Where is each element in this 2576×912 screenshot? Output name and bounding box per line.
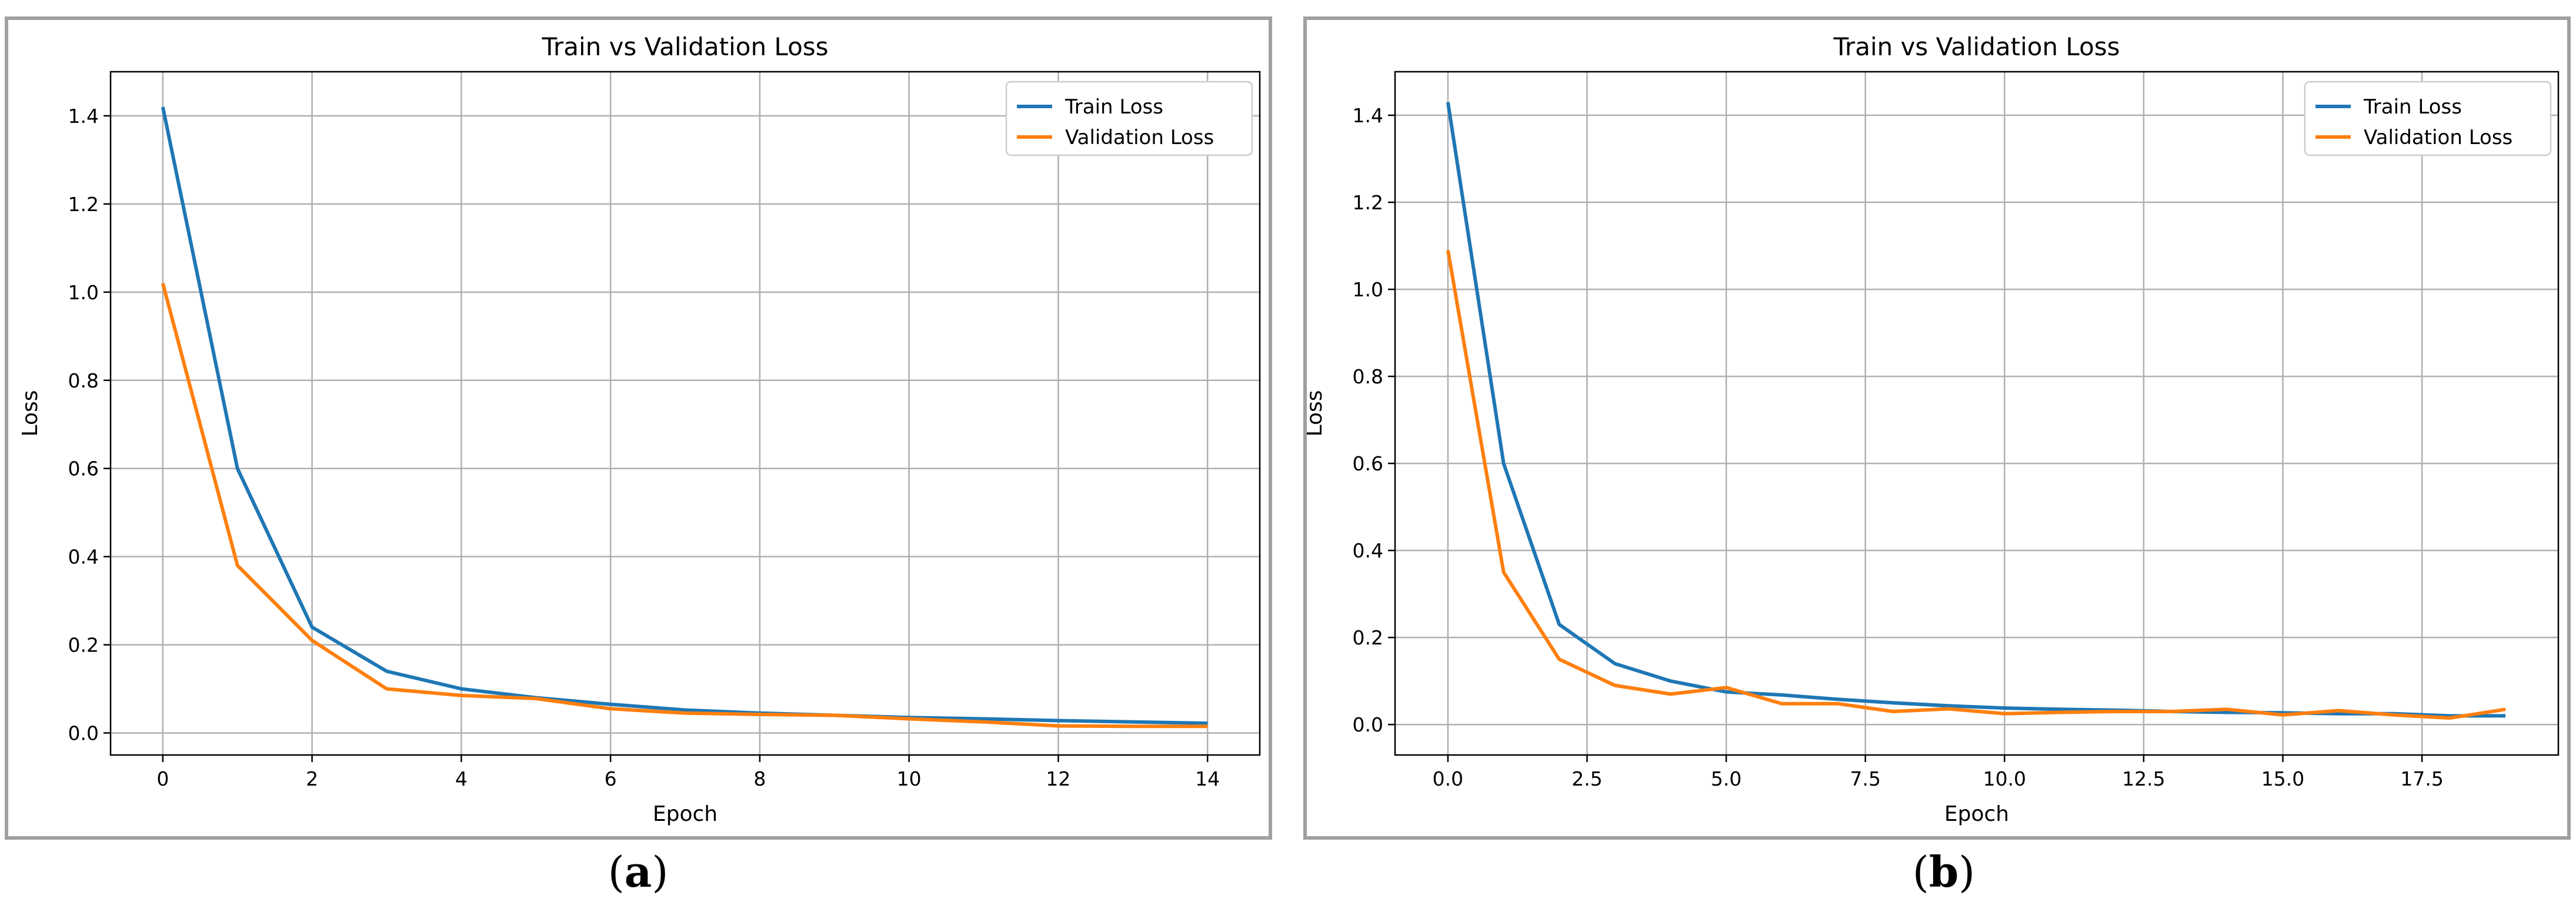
plot-frame bbox=[1394, 71, 2560, 756]
y-tick-label: 1.2 bbox=[68, 193, 99, 216]
caption-b-open: ( bbox=[1912, 847, 1929, 897]
x-tick-label: 0.0 bbox=[1433, 767, 1463, 790]
legend-box bbox=[2304, 81, 2552, 156]
y-tick-label: 1.0 bbox=[68, 281, 99, 304]
chart-b: Train vs Validation Loss 0.0 2.5 5.0 7.5 10.0… bbox=[1307, 32, 2560, 826]
x-tick-label: 6 bbox=[605, 767, 617, 790]
y-tick-label: 0.0 bbox=[1353, 713, 1383, 736]
series-line-0 bbox=[161, 106, 1208, 725]
y-tick-label: 0.6 bbox=[68, 457, 99, 480]
caption-a-close: ) bbox=[652, 847, 669, 897]
y-tick-label: 1.0 bbox=[1353, 278, 1383, 301]
y-axis-label: Loss bbox=[1307, 390, 1327, 437]
y-tick-label: 0.2 bbox=[68, 634, 99, 657]
plot-frame bbox=[109, 71, 1261, 756]
y-tick-label: 1.4 bbox=[68, 105, 99, 128]
y-tick-label: 0.2 bbox=[1353, 626, 1383, 649]
caption-b-letter: b bbox=[1928, 847, 1959, 897]
chart-panel-a: Train vs Validation Loss 0 2 4 6 8 10 12 14 0.0 0.… bbox=[5, 16, 1272, 840]
x-tick-label: 2.5 bbox=[1571, 767, 1602, 790]
x-axis-label: Epoch bbox=[1944, 802, 2009, 826]
caption-b: (b) bbox=[1856, 847, 2032, 897]
y-tick-label: 1.4 bbox=[1353, 104, 1383, 127]
x-tick-label: 12 bbox=[1046, 767, 1070, 790]
legend-label-1: Validation Loss bbox=[2364, 126, 2512, 149]
x-tick-label: 15.0 bbox=[2261, 767, 2304, 790]
y-tick-label: 0.8 bbox=[1353, 365, 1383, 388]
chart-panel-b: Train vs Validation Loss 0.0 2.5 5.0 7.5 10.0… bbox=[1303, 16, 2571, 840]
caption-a: (a) bbox=[550, 847, 726, 897]
chart-title: Train vs Validation Loss bbox=[541, 32, 828, 61]
y-axis-label: Loss bbox=[18, 390, 42, 437]
caption-a-letter: a bbox=[624, 847, 652, 897]
legend-label-1: Validation Loss bbox=[1065, 126, 1214, 149]
x-tick-label: 10 bbox=[897, 767, 922, 790]
x-tick-label: 14 bbox=[1195, 767, 1220, 790]
caption-a-open: ( bbox=[608, 847, 625, 897]
x-tick-label: 7.5 bbox=[1850, 767, 1880, 790]
x-tick-label: 8 bbox=[753, 767, 766, 790]
y-tick-label: 0.4 bbox=[1353, 539, 1383, 562]
chart-title: Train vs Validation Loss bbox=[1833, 32, 2120, 61]
y-tick-label: 0.6 bbox=[1353, 452, 1383, 475]
series-line-0 bbox=[1446, 102, 2506, 718]
legend-box bbox=[1005, 81, 1253, 156]
x-tick-label: 4 bbox=[455, 767, 468, 790]
legend-label-0: Train Loss bbox=[1065, 95, 1163, 119]
y-tick-label: 0.4 bbox=[68, 546, 99, 569]
caption-b-close: ) bbox=[1958, 847, 1976, 897]
legend-label-0: Train Loss bbox=[2363, 95, 2462, 119]
y-tick-label: 1.2 bbox=[1353, 191, 1383, 214]
y-tick-label: 0.8 bbox=[68, 369, 99, 392]
x-axis-label: Epoch bbox=[653, 802, 718, 826]
y-tick-label: 0.0 bbox=[68, 722, 99, 745]
x-tick-label: 10.0 bbox=[1983, 767, 2026, 790]
series-line-1 bbox=[1446, 249, 2506, 720]
x-tick-label: 2 bbox=[306, 767, 318, 790]
x-tick-label: 12.5 bbox=[2122, 767, 2165, 790]
x-tick-label: 17.5 bbox=[2400, 767, 2443, 790]
x-tick-label: 5.0 bbox=[1711, 767, 1741, 790]
chart-a: Train vs Validation Loss 0 2 4 6 8 10 12 14 0.0 0.… bbox=[18, 32, 1261, 826]
series-line-1 bbox=[161, 283, 1208, 729]
x-tick-label: 0 bbox=[156, 767, 169, 790]
